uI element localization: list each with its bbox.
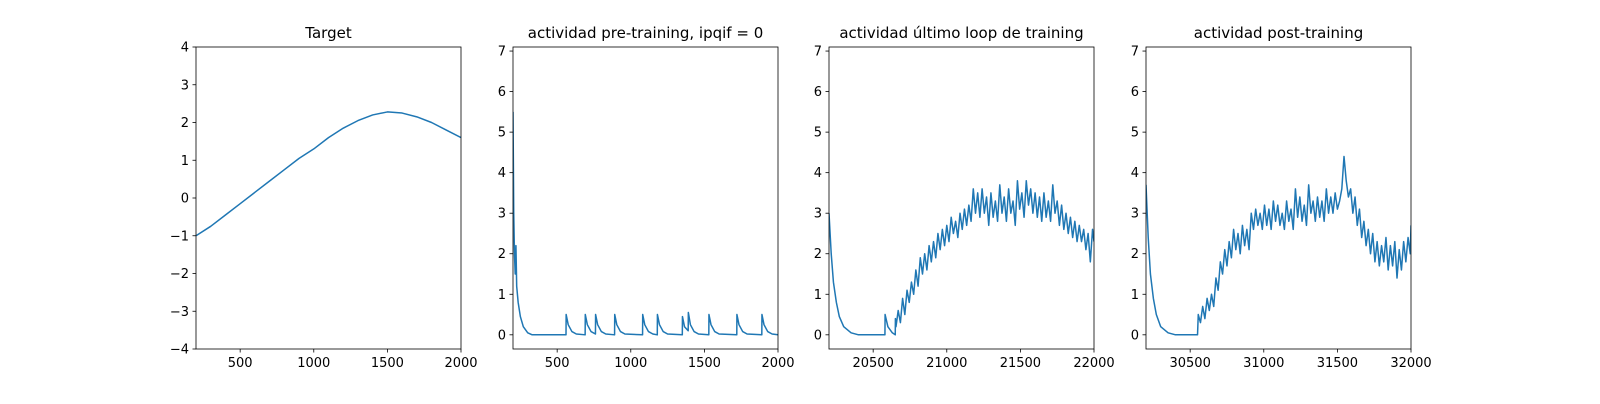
y-tick-label: 1 (1131, 288, 1139, 303)
y-tick-label: 7 (498, 45, 506, 60)
x-tick-label: 21500 (1000, 356, 1041, 371)
y-tick-label: 0 (1131, 328, 1139, 343)
x-tick-label: 1000 (297, 356, 330, 371)
y-tick-label: 1 (814, 288, 822, 303)
subplot: actividad último loop de training 0 1 2 3 4 5 6… (814, 24, 1115, 371)
x-tick-label: 1500 (371, 356, 404, 371)
x-tick-label: 31000 (1243, 356, 1284, 371)
y-tick-label: 4 (814, 166, 822, 181)
y-tick-label: −1 (170, 229, 189, 244)
y-tick-label: 3 (814, 207, 822, 222)
data-line (829, 180, 1094, 336)
subplot: Target −4 −3 −2 −1 0 1 2 3 4 500 1000 1500 2000 (170, 24, 478, 371)
subplot-title: actividad último loop de training (839, 24, 1083, 42)
data-line (1146, 155, 1411, 336)
x-tick-label: 20500 (852, 356, 893, 371)
y-tick-label: 5 (1131, 126, 1139, 141)
y-tick-label: 6 (1131, 85, 1139, 100)
x-tick-label: 32000 (1390, 356, 1431, 371)
y-tick-label: 4 (181, 41, 189, 56)
y-tick-label: 3 (498, 207, 506, 222)
y-tick-label: −4 (170, 343, 189, 358)
y-tick-label: 6 (498, 85, 506, 100)
y-tick-label: 4 (498, 166, 506, 181)
x-tick-label: 2000 (444, 356, 477, 371)
y-tick-label: −2 (170, 267, 189, 282)
y-tick-label: 3 (181, 78, 189, 93)
y-tick-label: 5 (814, 126, 822, 141)
y-tick-label: 5 (498, 126, 506, 141)
subplot-title: Target (304, 24, 352, 42)
y-tick-label: 2 (498, 247, 506, 262)
x-tick-label: 31500 (1317, 356, 1358, 371)
data-line (513, 111, 778, 336)
y-tick-label: 0 (498, 328, 506, 343)
y-tick-label: 1 (498, 288, 506, 303)
y-tick-label: 4 (1131, 166, 1139, 181)
x-tick-label: 21000 (926, 356, 967, 371)
y-tick-label: 7 (1131, 45, 1139, 60)
y-tick-label: 2 (814, 247, 822, 262)
subplot: actividad pre-training, ipqif = 0 0 1 2 3 4 5 6… (498, 24, 795, 371)
y-tick-label: 2 (1131, 247, 1139, 262)
axes-frame (512, 46, 779, 350)
y-tick-label: −3 (170, 305, 189, 320)
subplot: actividad post-training 0 1 2 3 4 5 6 7 30500 3100… (1131, 24, 1432, 371)
x-tick-label: 1500 (688, 356, 721, 371)
x-tick-label: 500 (228, 356, 253, 371)
y-tick-label: 1 (181, 154, 189, 169)
y-tick-label: 7 (814, 45, 822, 60)
subplot-title: actividad pre-training, ipqif = 0 (528, 24, 764, 42)
subplot-title: actividad post-training (1194, 24, 1363, 42)
y-tick-label: 6 (814, 85, 822, 100)
x-tick-label: 30500 (1169, 356, 1210, 371)
x-tick-label: 1000 (614, 356, 647, 371)
y-tick-label: 3 (1131, 207, 1139, 222)
y-tick-label: 2 (181, 116, 189, 131)
axes-frame (1145, 46, 1412, 350)
y-tick-label: 0 (814, 328, 822, 343)
y-tick-label: 0 (181, 192, 189, 207)
x-tick-label: 22000 (1073, 356, 1114, 371)
x-tick-label: 500 (545, 356, 570, 371)
axes-frame (828, 46, 1095, 350)
x-tick-label: 2000 (761, 356, 794, 371)
data-line (196, 111, 461, 237)
axes-frame (195, 46, 462, 350)
